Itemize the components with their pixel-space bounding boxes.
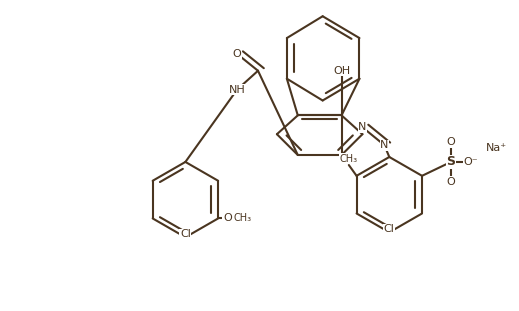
Text: NH: NH — [229, 85, 245, 95]
Text: S: S — [446, 156, 456, 169]
Text: O⁻: O⁻ — [463, 157, 478, 167]
Text: N: N — [358, 122, 366, 132]
Text: N: N — [380, 140, 389, 150]
Text: O: O — [446, 137, 455, 147]
Text: OH: OH — [333, 66, 350, 76]
Text: Na⁺: Na⁺ — [486, 143, 507, 153]
Text: O: O — [233, 49, 241, 59]
Text: Cl: Cl — [180, 229, 191, 239]
Text: Cl: Cl — [384, 224, 395, 234]
Text: CH₃: CH₃ — [340, 154, 358, 164]
Text: CH₃: CH₃ — [234, 213, 252, 223]
Text: O: O — [223, 213, 232, 223]
Text: O: O — [446, 177, 455, 187]
